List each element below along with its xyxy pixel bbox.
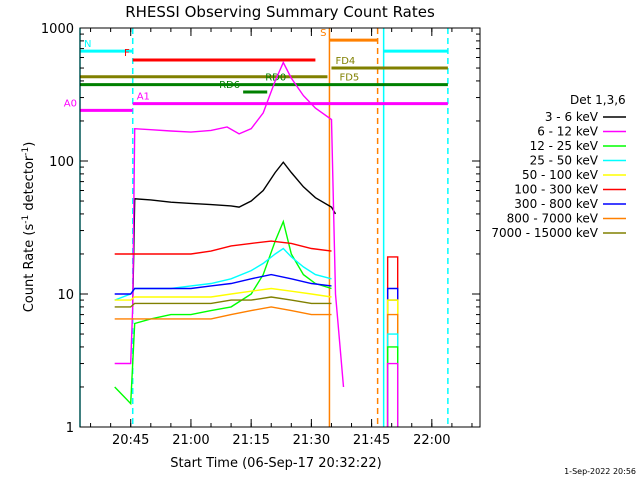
flag-label-n: N bbox=[84, 39, 91, 50]
legend-label-3: 25 - 50 keV bbox=[530, 154, 599, 168]
chart-title: RHESSI Observing Summary Count Rates bbox=[125, 3, 435, 21]
x-tick-label-2100: 21:00 bbox=[172, 433, 209, 448]
y-tick-label-1: 1 bbox=[66, 421, 74, 436]
series-line-7 bbox=[114, 306, 332, 320]
x-tick-label-2045: 20:45 bbox=[112, 433, 149, 448]
x-tick-label-2145: 21:45 bbox=[353, 433, 390, 448]
second-orbit-level-1 bbox=[386, 287, 399, 427]
y-tick-label-100: 100 bbox=[49, 155, 74, 170]
vertical-markers bbox=[79, 28, 449, 427]
x-axis-title: Start Time (06-Sep-17 20:32:22) bbox=[170, 456, 381, 471]
plot-frame bbox=[79, 27, 481, 428]
legend-label-4: 50 - 100 keV bbox=[522, 168, 599, 182]
flag-label-fd5: FD5 bbox=[339, 73, 359, 84]
x-tick-label-2115: 21:15 bbox=[232, 433, 269, 448]
flag-label-rd6: RD6 bbox=[219, 80, 240, 91]
flag-label-s: S bbox=[320, 28, 326, 39]
legend-label-0: 3 - 6 keV bbox=[545, 110, 599, 124]
second-orbit-level-5 bbox=[386, 333, 399, 427]
legend-label-5: 100 - 300 keV bbox=[514, 183, 598, 197]
flag-label-a0: A0 bbox=[64, 98, 77, 109]
x-tick-label-2200: 22:00 bbox=[413, 433, 450, 448]
x-axis: 20:45 21:00 21:15 21:30 21:45 22:00 bbox=[90, 28, 473, 448]
second-orbit-level-4 bbox=[386, 313, 399, 427]
legend-label-6: 300 - 800 keV bbox=[514, 197, 598, 211]
second-orbit-level-7 bbox=[386, 362, 399, 427]
y-tick-label-10: 10 bbox=[57, 288, 74, 303]
y-axis: 1 10 100 1000 bbox=[41, 22, 480, 436]
series-line-1 bbox=[114, 60, 345, 388]
series-line-0 bbox=[132, 161, 337, 307]
x-tick-label-2130: 21:30 bbox=[293, 433, 330, 448]
legend-label-1: 6 - 12 keV bbox=[537, 125, 599, 139]
flag-label-a1: A1 bbox=[137, 92, 150, 103]
date-stamp: 1-Sep-2022 20:56 bbox=[564, 467, 636, 476]
series-line-8 bbox=[114, 296, 332, 308]
series-line-4 bbox=[114, 287, 332, 301]
y-tick-label-1000: 1000 bbox=[41, 22, 74, 37]
series-line-6 bbox=[114, 273, 332, 295]
y-axis-title: Count Rate (s-1 detector-1) bbox=[21, 142, 37, 313]
legend-label-2: 12 - 25 keV bbox=[530, 139, 599, 153]
second-orbit-level-6 bbox=[386, 346, 399, 427]
legend-label-8: 7000 - 15000 keV bbox=[491, 226, 598, 240]
flag-label-f: F bbox=[124, 48, 130, 59]
data-series bbox=[114, 60, 399, 427]
flag-label-fd4: FD4 bbox=[335, 56, 355, 67]
legend-label-7: 800 - 7000 keV bbox=[507, 212, 599, 226]
series-line-5 bbox=[114, 240, 332, 255]
legend-title: Det 1,3,6 bbox=[570, 93, 626, 107]
second-orbit-level-0 bbox=[386, 256, 399, 427]
